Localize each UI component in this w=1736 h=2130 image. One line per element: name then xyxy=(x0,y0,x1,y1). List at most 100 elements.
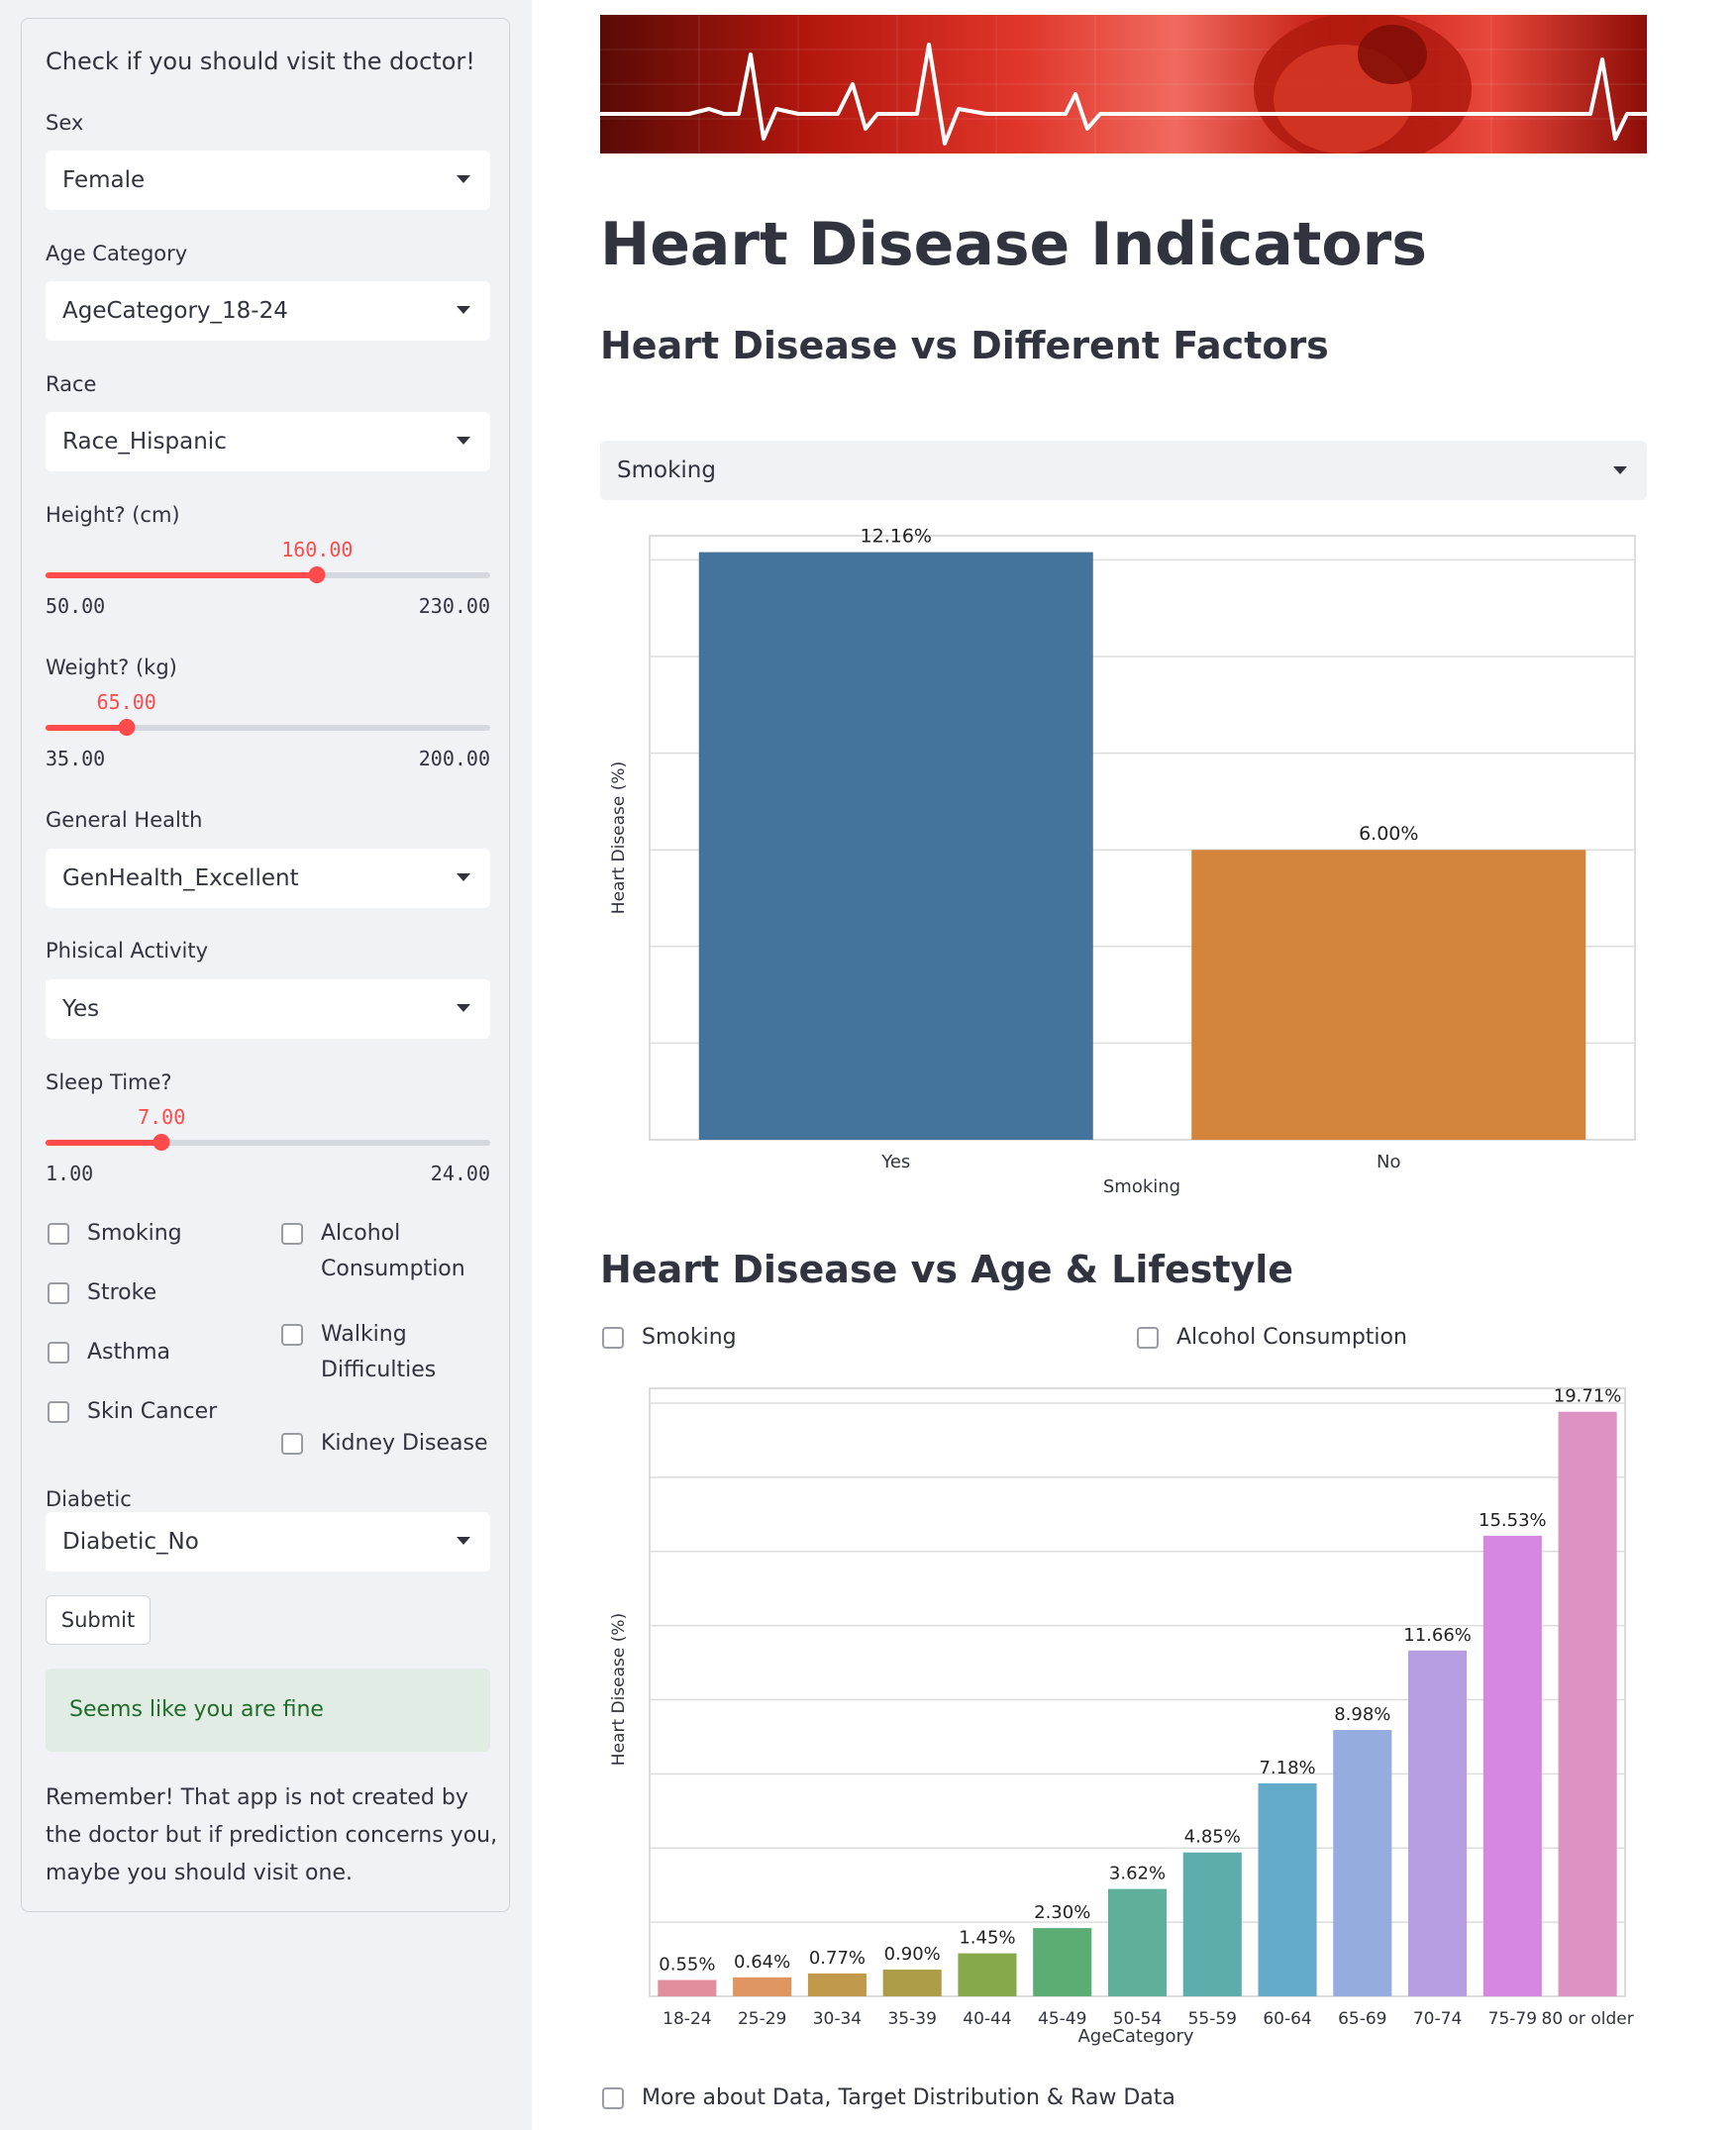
x-tick-label: 50-54 xyxy=(1113,2009,1162,2029)
slider-thumb[interactable] xyxy=(153,1134,170,1151)
sex-label: Sex xyxy=(46,111,84,135)
physical-activity-value: Yes xyxy=(62,996,100,1022)
asthma-checkbox[interactable]: Asthma xyxy=(48,1338,170,1370)
sleep-max: 24.00 xyxy=(430,1162,490,1185)
stroke-checkbox[interactable]: Stroke xyxy=(48,1278,156,1311)
bar-no xyxy=(1191,850,1586,1140)
factor-select[interactable]: Smoking xyxy=(600,441,1647,500)
bar-value-label: 1.45% xyxy=(959,1928,1015,1949)
section-heading-factors: Heart Disease vs Different Factors xyxy=(600,324,1329,367)
height-label: Height? (cm) xyxy=(46,503,180,527)
factor-select-value: Smoking xyxy=(617,457,716,483)
slider-track xyxy=(46,725,490,731)
physical-activity-select[interactable]: Yes xyxy=(46,979,490,1039)
slider-thumb[interactable] xyxy=(118,719,136,736)
x-tick-label: 30-34 xyxy=(813,2009,862,2029)
bar-value-label: 19.71% xyxy=(1554,1386,1622,1407)
chevron-down-icon xyxy=(457,175,470,183)
x-tick-label: 60-64 xyxy=(1263,2009,1311,2029)
slider-fill xyxy=(46,725,127,731)
diabetic-select[interactable]: Diabetic_No xyxy=(46,1512,490,1572)
checkbox-label: Stroke xyxy=(87,1280,157,1305)
checkbox-box[interactable] xyxy=(48,1342,69,1364)
sex-select[interactable]: Female xyxy=(46,151,490,210)
bar-65-69 xyxy=(1333,1730,1392,1996)
bar-60-64 xyxy=(1258,1782,1317,1996)
checkbox-label-line: Walking xyxy=(321,1322,407,1347)
x-tick-label: 35-39 xyxy=(887,2009,936,2029)
age-category-label: Age Category xyxy=(46,242,188,265)
bar-80-or-older xyxy=(1558,1411,1617,1996)
section-heading-age-lifestyle: Heart Disease vs Age & Lifestyle xyxy=(600,1248,1294,1291)
checkbox-box[interactable] xyxy=(48,1223,69,1245)
x-tick-label: 18-24 xyxy=(663,2009,711,2029)
checkbox-label-line: Alcohol xyxy=(321,1221,401,1246)
y-axis-title: Heart Disease (%) xyxy=(609,761,629,914)
diabetic-label: Diabetic xyxy=(46,1487,132,1511)
checkbox-box[interactable] xyxy=(48,1282,69,1304)
submit-button[interactable]: Submit xyxy=(46,1595,151,1645)
result-text: Seems like you are fine xyxy=(69,1697,324,1722)
checkbox-box[interactable] xyxy=(1137,1327,1159,1349)
sidebar: Check if you should visit the doctor! Se… xyxy=(0,0,532,2130)
page-title: Heart Disease Indicators xyxy=(600,210,1427,279)
age-category-select[interactable]: AgeCategory_18-24 xyxy=(46,281,490,341)
lifestyle-smoking-checkbox[interactable]: Smoking xyxy=(602,1323,737,1356)
checkbox-label-line: Difficulties xyxy=(321,1358,437,1382)
form-heading: Check if you should visit the doctor! xyxy=(46,48,475,75)
prediction-form: Check if you should visit the doctor! Se… xyxy=(21,18,510,1912)
checkbox-label: More about Data, Target Distribution & R… xyxy=(642,2085,1175,2110)
race-select[interactable]: Race_Hispanic xyxy=(46,412,490,471)
checkbox-label-line: Consumption xyxy=(321,1257,465,1281)
checkbox-box[interactable] xyxy=(281,1223,303,1245)
height-min: 50.00 xyxy=(46,594,106,618)
bar-35-39 xyxy=(882,1970,942,1996)
ecg-heart-graphic xyxy=(600,15,1647,153)
bar-70-74 xyxy=(1408,1650,1468,1996)
disclaimer-note: Remember! That app is not created by the… xyxy=(46,1785,498,1885)
general-health-select[interactable]: GenHealth_Excellent xyxy=(46,849,490,908)
chart-age-category: 0.55% 18-24 0.64% 25-29 0.77% 30-34 0.90% 35-39… xyxy=(609,1386,1634,2047)
checkbox-box[interactable] xyxy=(281,1324,303,1346)
sleep-time-label: Sleep Time? xyxy=(46,1070,172,1094)
checkbox-box[interactable] xyxy=(281,1433,303,1455)
x-tick-label: 40-44 xyxy=(963,2009,1011,2029)
bar-40-44 xyxy=(958,1953,1017,1996)
checkbox-label: Smoking xyxy=(642,1325,737,1350)
x-axis-title: Smoking xyxy=(1103,1176,1180,1197)
x-tick-label: 65-69 xyxy=(1338,2009,1386,2029)
height-current-value: 160.00 xyxy=(281,538,354,561)
skin-cancer-checkbox[interactable]: Skin Cancer xyxy=(48,1397,217,1430)
walking-difficulties-checkbox[interactable]: Walking Difficulties xyxy=(281,1320,436,1388)
bar-value-label: 0.90% xyxy=(884,1944,941,1965)
weight-max: 200.00 xyxy=(418,747,490,770)
slider-track xyxy=(46,1140,490,1146)
general-health-label: General Health xyxy=(46,808,203,832)
checkbox-box[interactable] xyxy=(48,1401,69,1423)
x-tick-label: 55-59 xyxy=(1188,2009,1237,2029)
more-data-checkbox[interactable]: More about Data, Target Distribution & R… xyxy=(602,2083,1175,2116)
age-category-value: AgeCategory_18-24 xyxy=(62,298,288,324)
bar-value-label: 0.77% xyxy=(809,1948,866,1969)
bar-value-label: 2.30% xyxy=(1034,1902,1090,1923)
bar-50-54 xyxy=(1107,1888,1168,1996)
checkbox-label: Asthma xyxy=(87,1340,170,1365)
bar-value-label: 12.16% xyxy=(861,526,932,548)
bar-value-label: 15.53% xyxy=(1479,1510,1547,1531)
chevron-down-icon xyxy=(457,1537,470,1545)
kidney-disease-checkbox[interactable]: Kidney Disease xyxy=(281,1429,488,1462)
checkbox-label: Alcohol Consumption xyxy=(1176,1325,1407,1350)
x-tick-label: No xyxy=(1377,1152,1400,1172)
bar-value-label: 8.98% xyxy=(1334,1704,1390,1725)
lifestyle-alcohol-checkbox[interactable]: Alcohol Consumption xyxy=(1137,1323,1407,1356)
checkbox-box[interactable] xyxy=(602,1327,624,1349)
bar-value-label: 6.00% xyxy=(1359,823,1418,845)
smoking-checkbox[interactable]: Smoking xyxy=(48,1219,182,1252)
alcohol-consumption-checkbox[interactable]: Alcohol Consumption xyxy=(281,1219,465,1287)
checkbox-box[interactable] xyxy=(602,2087,624,2109)
weight-label: Weight? (kg) xyxy=(46,656,177,679)
slider-thumb[interactable] xyxy=(308,566,326,583)
bar-value-label: 11.66% xyxy=(1403,1625,1472,1646)
bar-45-49 xyxy=(1033,1928,1092,1996)
weight-min: 35.00 xyxy=(46,747,106,770)
